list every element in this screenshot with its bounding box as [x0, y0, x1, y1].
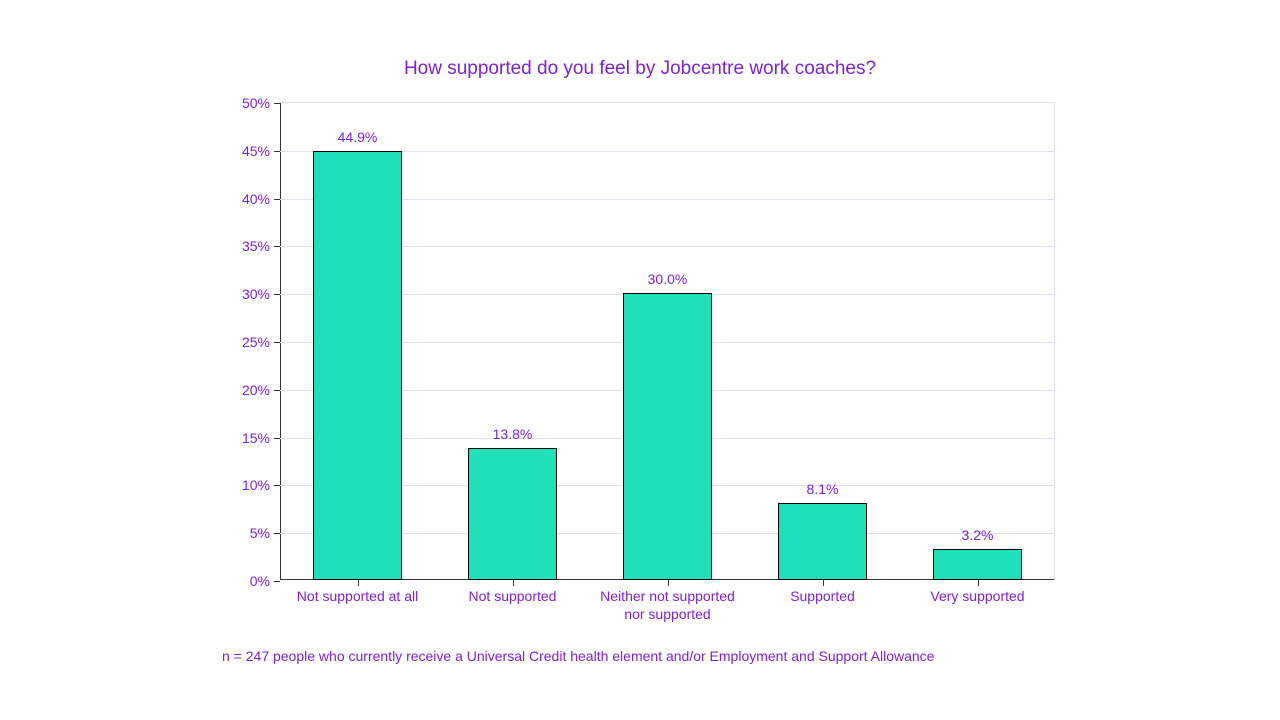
- x-tick-mark: [513, 580, 514, 586]
- y-tick-mark: [274, 199, 280, 200]
- x-tick-mark: [823, 580, 824, 586]
- x-tick-label: Neither not supported nor supported: [593, 588, 743, 623]
- bar: [313, 151, 403, 580]
- chart-footnote: n = 247 people who currently receive a U…: [222, 648, 934, 664]
- y-tick-mark: [274, 151, 280, 152]
- y-tick-label: 30%: [242, 286, 270, 302]
- y-tick-label: 40%: [242, 191, 270, 207]
- bar: [468, 448, 558, 580]
- y-tick-label: 5%: [250, 525, 270, 541]
- x-tick-mark: [978, 580, 979, 586]
- x-tick-label: Very supported: [903, 588, 1053, 606]
- y-tick-mark: [274, 294, 280, 295]
- y-tick-mark: [274, 390, 280, 391]
- y-tick-mark: [274, 533, 280, 534]
- y-tick-label: 25%: [242, 334, 270, 350]
- bar-value-label: 44.9%: [298, 129, 418, 145]
- y-tick-label: 35%: [242, 238, 270, 254]
- y-tick-mark: [274, 438, 280, 439]
- bar-value-label: 13.8%: [453, 426, 573, 442]
- bar: [623, 293, 713, 580]
- bar: [778, 503, 868, 580]
- x-tick-label: Not supported at all: [283, 588, 433, 606]
- y-tick-mark: [274, 103, 280, 104]
- y-tick-mark: [274, 246, 280, 247]
- bar-value-label: 3.2%: [918, 527, 1038, 543]
- x-tick-mark: [358, 580, 359, 586]
- y-tick-label: 10%: [242, 477, 270, 493]
- x-tick-label: Supported: [748, 588, 898, 606]
- plot-area: 0%5%10%15%20%25%30%35%40%45%50%44.9%Not …: [280, 102, 1055, 580]
- chart-container: How supported do you feel by Jobcentre w…: [0, 0, 1280, 720]
- x-tick-mark: [668, 580, 669, 586]
- y-tick-label: 50%: [242, 95, 270, 111]
- y-tick-label: 0%: [250, 573, 270, 589]
- y-tick-label: 20%: [242, 382, 270, 398]
- y-tick-label: 45%: [242, 143, 270, 159]
- x-tick-label: Not supported: [438, 588, 588, 606]
- y-tick-mark: [274, 485, 280, 486]
- y-tick-label: 15%: [242, 430, 270, 446]
- y-tick-mark: [274, 581, 280, 582]
- bar: [933, 549, 1023, 580]
- bar-value-label: 8.1%: [763, 481, 883, 497]
- chart-title: How supported do you feel by Jobcentre w…: [0, 58, 1280, 80]
- bar-value-label: 30.0%: [608, 271, 728, 287]
- y-tick-mark: [274, 342, 280, 343]
